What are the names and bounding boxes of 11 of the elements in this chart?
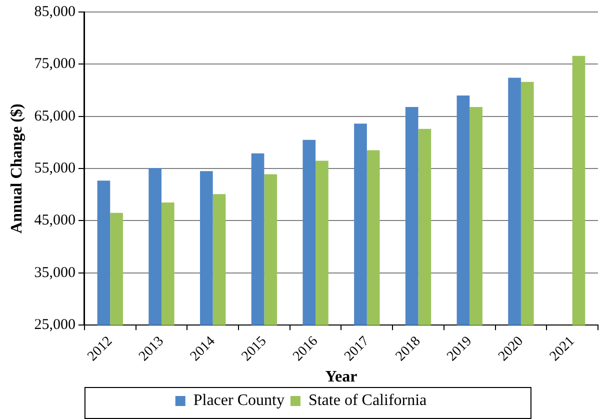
y-tick-label: 65,000	[34, 108, 76, 124]
y-axis-title: Annual Change ($)	[8, 104, 26, 234]
y-tick-label: 75,000	[34, 56, 76, 72]
legend-label: Placer County	[193, 392, 284, 410]
x-axis-title: Year	[325, 368, 358, 386]
y-tick-label: 35,000	[34, 264, 76, 281]
legend-label: State of California	[308, 392, 427, 410]
y-tick-label: 45,000	[34, 212, 76, 229]
y-tick-label: 55,000	[34, 160, 76, 176]
y-tick-label: 25,000	[34, 317, 76, 334]
y-tick-label: 85,000	[34, 4, 76, 20]
